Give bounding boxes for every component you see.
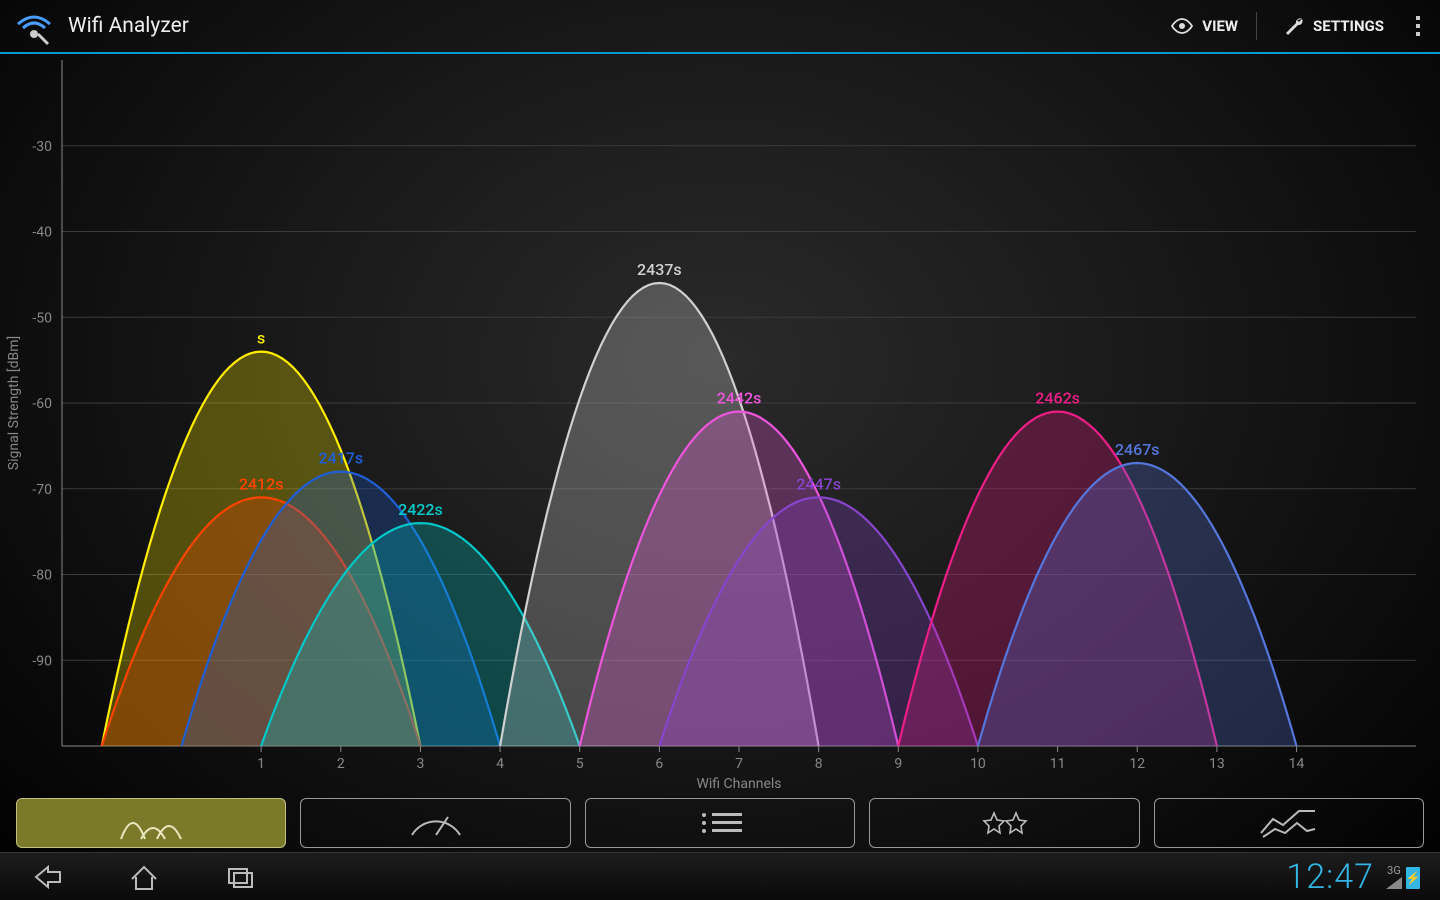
- battery-charging-icon: ⚡: [1406, 867, 1420, 889]
- tab-channel-graph[interactable]: [16, 798, 286, 848]
- svg-text:-80: -80: [32, 568, 52, 584]
- signal-icon: [1386, 877, 1402, 889]
- svg-text:10: 10: [970, 756, 986, 772]
- svg-text:1: 1: [257, 756, 265, 772]
- svg-text:2447s: 2447s: [796, 474, 841, 493]
- svg-text:11: 11: [1050, 756, 1066, 772]
- nav-recents-button[interactable]: [212, 859, 268, 895]
- svg-text:-60: -60: [32, 396, 52, 412]
- svg-text:2467s: 2467s: [1115, 440, 1160, 459]
- svg-text:13: 13: [1209, 756, 1225, 772]
- svg-text:2437s: 2437s: [637, 260, 682, 279]
- svg-text:-30: -30: [32, 139, 52, 155]
- svg-text:7: 7: [735, 756, 743, 772]
- svg-text:4: 4: [496, 756, 504, 772]
- separator: [1256, 12, 1257, 40]
- tab-time-graph[interactable]: [1154, 798, 1424, 848]
- svg-text:-40: -40: [32, 225, 52, 241]
- svg-text:-50: -50: [32, 310, 52, 326]
- tab-channel-list[interactable]: [585, 798, 855, 848]
- svg-text:2: 2: [337, 756, 345, 772]
- svg-text:3: 3: [416, 756, 424, 772]
- svg-text:5: 5: [576, 756, 584, 772]
- nav-back-button[interactable]: [20, 859, 76, 895]
- svg-text:-90: -90: [32, 653, 52, 669]
- eye-icon: [1170, 14, 1194, 38]
- svg-text:Signal Strength [dBm]: Signal Strength [dBm]: [6, 336, 22, 470]
- settings-action[interactable]: SETTINGS: [1281, 14, 1384, 38]
- svg-text:2417s: 2417s: [318, 449, 363, 468]
- svg-text:Wifi Channels: Wifi Channels: [696, 776, 781, 792]
- svg-text:2442s: 2442s: [717, 389, 762, 408]
- overflow-menu[interactable]: [1410, 10, 1426, 42]
- settings-label: SETTINGS: [1313, 17, 1384, 35]
- svg-text:8: 8: [815, 756, 823, 772]
- view-tabs: [0, 794, 1440, 852]
- svg-text:s: s: [257, 329, 265, 348]
- svg-text:6: 6: [655, 756, 663, 772]
- status-clock: 12:47: [1286, 857, 1374, 897]
- app-title: Wifi Analyzer: [68, 14, 1146, 38]
- nav-home-button[interactable]: [116, 859, 172, 895]
- svg-text:-70: -70: [32, 482, 52, 498]
- system-nav-bar: 12:47 3G ⚡: [0, 852, 1440, 900]
- tab-signal-meter[interactable]: [300, 798, 570, 848]
- svg-text:9: 9: [894, 756, 902, 772]
- wifi-channel-chart: -30-40-50-60-70-80-901234567891011121314…: [0, 56, 1440, 794]
- view-label: VIEW: [1202, 17, 1238, 35]
- view-action[interactable]: VIEW: [1170, 14, 1238, 38]
- status-icons: 3G ⚡: [1386, 864, 1420, 889]
- app-icon: [14, 6, 54, 46]
- svg-text:2422s: 2422s: [398, 500, 443, 519]
- svg-text:14: 14: [1289, 756, 1305, 772]
- svg-text:12: 12: [1129, 756, 1145, 772]
- svg-text:2412s: 2412s: [239, 474, 284, 493]
- tab-channel-rating[interactable]: [869, 798, 1139, 848]
- wrench-icon: [1281, 14, 1305, 38]
- svg-text:2462s: 2462s: [1035, 389, 1080, 408]
- network-type-label: 3G: [1387, 864, 1401, 877]
- action-bar: Wifi Analyzer VIEW SETTINGS: [0, 0, 1440, 54]
